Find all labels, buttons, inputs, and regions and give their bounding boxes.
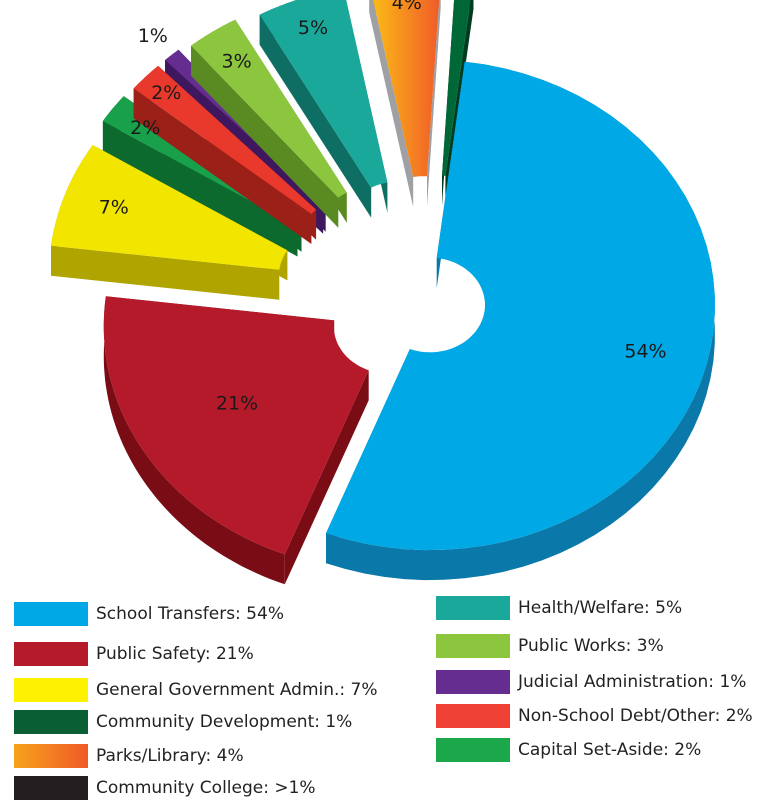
legend-swatch	[14, 710, 88, 734]
legend-swatch	[436, 596, 510, 620]
slice-side	[103, 296, 285, 585]
legend-label: General Government Admin.: 7%	[96, 680, 378, 700]
slice-data-label: 21%	[216, 392, 258, 414]
slices-group	[51, 0, 715, 585]
legend-label: Non-School Debt/Other: 2%	[518, 706, 753, 726]
slice-parks-library	[369, 0, 441, 207]
legend-label: Community College: >1%	[96, 778, 316, 798]
legend-label: Public Works: 3%	[518, 636, 664, 656]
slice-wall	[51, 245, 280, 300]
legend-swatch	[436, 738, 510, 762]
legend-label: Community Development: 1%	[96, 712, 353, 732]
slice-data-label: 2%	[130, 117, 160, 139]
legend-swatch	[436, 704, 510, 728]
slice-top	[442, 0, 471, 176]
legend-swatch	[14, 602, 88, 626]
slice-school-transfers	[326, 61, 715, 581]
slice-data-label: 4%	[392, 0, 422, 14]
slice-health-welfare	[259, 0, 388, 218]
slice-top	[133, 65, 317, 215]
legend-label: Capital Set-Aside: 2%	[518, 740, 702, 760]
slice-public-safety	[103, 296, 369, 585]
slice-top	[191, 19, 347, 198]
legend-swatch	[436, 634, 510, 658]
legend-swatch	[14, 744, 88, 768]
slice-data-label: 5%	[298, 17, 328, 39]
slice-top	[373, 0, 440, 177]
slice-wall	[284, 370, 369, 585]
slice-non-school-debt-other	[133, 65, 317, 245]
legend-swatch	[14, 642, 88, 666]
slice-data-label: 1%	[138, 25, 168, 47]
slice-labels-group: 54%21%7%2%2%1%3%5%4%1%	[99, 0, 667, 414]
slice-general-government-admin-	[51, 145, 288, 300]
slice-top	[103, 296, 369, 555]
slice-wall	[369, 0, 414, 207]
legend-label: School Transfers: 54%	[96, 604, 284, 624]
slice-top	[259, 0, 388, 188]
legend-swatch	[14, 678, 88, 702]
legend-swatch	[14, 776, 88, 800]
pie-chart: 54%21%7%2%2%1%3%5%4%1%	[51, 0, 715, 585]
slice-wall	[102, 121, 298, 257]
slice-wall	[133, 88, 312, 245]
slice-data-label: 54%	[624, 340, 666, 362]
slice-wall	[427, 0, 441, 207]
legend-swatch	[436, 670, 510, 694]
legend-label: Parks/Library: 4%	[96, 746, 244, 766]
legend-label: Health/Welfare: 5%	[518, 598, 683, 618]
slice-data-label: 2%	[151, 82, 181, 104]
slice-data-label: 7%	[99, 197, 129, 219]
slice-top	[326, 61, 715, 551]
slice-wall	[259, 14, 372, 218]
slice-wall	[191, 45, 339, 228]
legend-label: Judicial Administration: 1%	[518, 672, 747, 692]
slice-top	[51, 145, 288, 270]
slice-public-works	[191, 19, 347, 228]
slice-data-label: 3%	[222, 51, 252, 73]
legend-label: Public Safety: 21%	[96, 644, 254, 664]
